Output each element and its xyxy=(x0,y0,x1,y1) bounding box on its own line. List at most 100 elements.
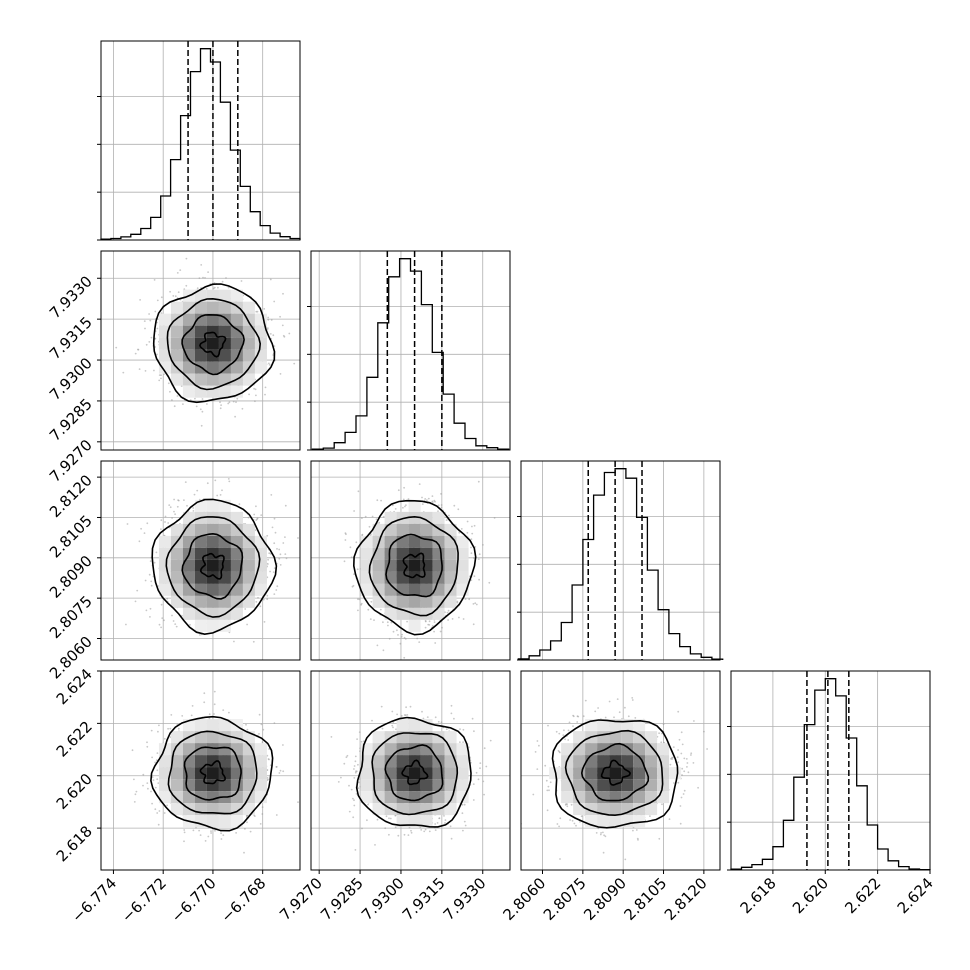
scatter-point xyxy=(255,601,258,603)
scatter-point xyxy=(493,517,496,519)
scatter-point xyxy=(136,589,139,592)
scatter-point xyxy=(140,527,143,530)
scatter-point xyxy=(453,504,456,507)
scatter-point xyxy=(154,786,157,789)
scatter-point xyxy=(273,345,276,347)
scatter-point xyxy=(473,557,475,559)
scatter-point xyxy=(255,310,258,313)
density-cell xyxy=(408,499,421,512)
scatter-point xyxy=(192,510,195,512)
scatter-point xyxy=(276,585,279,588)
scatter-point xyxy=(427,497,430,500)
scatter-point xyxy=(186,504,188,507)
scatter-point xyxy=(145,609,148,612)
scatter-point xyxy=(447,619,449,621)
scatter-point xyxy=(185,284,188,287)
density-cell xyxy=(218,325,231,338)
scatter-point xyxy=(198,277,201,279)
scatter-point xyxy=(174,513,177,516)
scatter-point xyxy=(376,499,379,502)
scatter-point xyxy=(279,315,281,318)
histogram-panel-2 xyxy=(517,460,724,661)
histogram-panel-3 xyxy=(727,670,931,871)
scatter-point xyxy=(175,625,178,628)
scatter-point xyxy=(194,397,196,400)
scatter-point xyxy=(355,541,358,544)
scatter-point xyxy=(477,558,480,560)
scatter-point xyxy=(143,320,146,322)
density-cell xyxy=(242,535,255,548)
density-cell xyxy=(158,583,171,596)
scatter-point xyxy=(134,793,137,796)
scatter-point xyxy=(273,542,276,545)
scatter-point xyxy=(149,616,151,618)
scatter-point xyxy=(173,405,176,408)
scatter-point xyxy=(262,728,265,731)
scatter-point xyxy=(371,515,374,518)
scatter-point xyxy=(160,603,163,606)
density-cell xyxy=(182,571,195,584)
scatter-point xyxy=(368,525,371,528)
scatter-point xyxy=(471,525,473,528)
scatter-point xyxy=(276,548,278,550)
scatter-point xyxy=(462,618,465,620)
scatter-point xyxy=(146,522,149,525)
scatter-point xyxy=(275,814,278,816)
scatter-point xyxy=(138,368,141,370)
scatter-point xyxy=(156,752,159,754)
scatter-point xyxy=(228,480,231,483)
scatter-point xyxy=(153,561,156,564)
scatter-point xyxy=(431,500,434,503)
density-cell xyxy=(254,583,267,596)
density-cell xyxy=(444,523,457,536)
density-cell xyxy=(230,325,243,338)
scatter-point xyxy=(402,506,404,509)
scatter-point xyxy=(437,504,440,507)
scatter-point xyxy=(153,369,155,372)
scatter-point xyxy=(288,332,291,335)
scatter-point xyxy=(169,290,172,293)
density-cell xyxy=(456,535,469,548)
density-cell xyxy=(420,571,433,584)
scatter-point xyxy=(144,370,147,372)
scatter-point xyxy=(478,553,481,556)
density-cell xyxy=(432,547,445,560)
scatter-point xyxy=(460,528,463,530)
scatter-point xyxy=(155,551,158,554)
density-cell xyxy=(206,499,219,512)
density-cell xyxy=(218,547,231,560)
density-cell xyxy=(254,559,267,572)
scatter-point xyxy=(278,548,281,551)
scatter-point xyxy=(125,623,127,626)
scatter-point xyxy=(282,770,285,773)
scatter-point xyxy=(156,769,159,772)
scatter-point xyxy=(474,602,477,605)
scatter-point xyxy=(273,593,276,595)
scatter-point xyxy=(394,508,397,510)
scatter-point xyxy=(221,489,223,492)
scatter-point xyxy=(200,424,203,427)
scatter-point xyxy=(274,531,277,534)
scatter-point xyxy=(257,596,259,599)
scatter-point xyxy=(264,386,267,389)
scatter-point xyxy=(204,277,206,279)
scatter-point xyxy=(171,399,173,401)
scatter-point xyxy=(272,571,275,573)
scatter-point xyxy=(134,352,137,355)
density-cell xyxy=(170,583,183,596)
scatter-point xyxy=(225,277,227,279)
density-cell xyxy=(158,559,171,572)
density-cell xyxy=(396,571,409,584)
scatter-point xyxy=(357,609,359,612)
density-cell xyxy=(158,313,171,326)
scatter-point xyxy=(183,499,185,501)
density-cell xyxy=(206,511,219,524)
scatter-point xyxy=(424,498,427,500)
scatter-point xyxy=(171,517,174,519)
density-cell xyxy=(384,595,397,608)
scatter-point xyxy=(382,621,384,624)
contour-level-3 xyxy=(181,532,244,600)
scatter-point xyxy=(285,557,288,560)
density-cell xyxy=(372,523,385,536)
scatter-point xyxy=(259,605,262,608)
